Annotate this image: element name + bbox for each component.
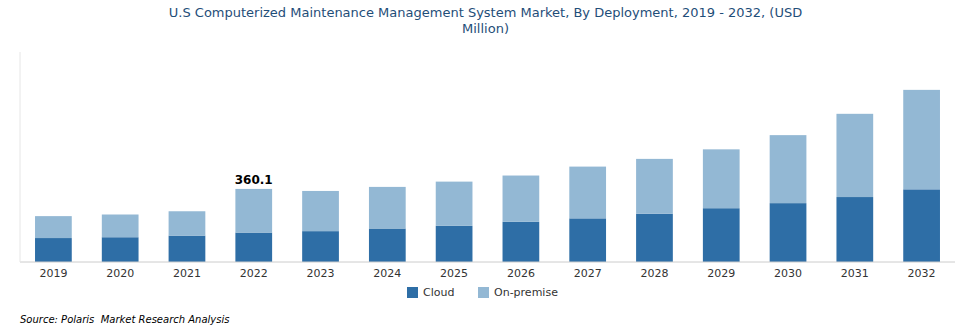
legend-entry: Cloud <box>423 286 454 299</box>
x-tick-label: 2024 <box>373 267 401 280</box>
bar-segment <box>436 182 473 226</box>
bar-segment <box>369 229 406 262</box>
x-tick-label: 2021 <box>173 267 201 280</box>
bar-segment <box>35 238 72 262</box>
legend: Cloud On-premise <box>407 286 558 299</box>
bar-segment <box>35 216 72 238</box>
bar-segment <box>903 90 940 189</box>
x-tick-label: 2031 <box>841 267 869 280</box>
bar-segment <box>169 211 206 235</box>
title: U.S Computerized Maintenance Management … <box>169 5 802 36</box>
x-tick-label: 2028 <box>640 267 668 280</box>
bar-segment <box>703 149 740 208</box>
annotation: 360.1 <box>235 173 273 187</box>
bar-segment <box>369 187 406 229</box>
x-tick-label: 2032 <box>908 267 936 280</box>
bar-segment <box>903 189 940 262</box>
bar-segment <box>636 159 673 214</box>
source: Source: Polaris Market Research Analysis <box>20 314 229 325</box>
legend-swatch <box>478 287 489 298</box>
bars <box>35 90 940 262</box>
bar-segment <box>102 237 139 262</box>
bar-segment <box>569 167 606 219</box>
bar-segment <box>235 189 272 233</box>
x-tick-label: 2030 <box>774 267 802 280</box>
x-tick-label: 2029 <box>707 267 735 280</box>
bar-segment <box>169 236 206 262</box>
bar-segment <box>102 215 139 238</box>
bar-segment <box>703 208 740 262</box>
bar-segment <box>569 218 606 262</box>
x-tick-label: 2023 <box>307 267 335 280</box>
x-axis <box>20 262 955 263</box>
bar-segment <box>836 114 873 197</box>
bar-segment <box>503 176 540 222</box>
bar-segment <box>503 222 540 262</box>
bar-segment <box>770 203 807 262</box>
x-tick-label: 2025 <box>440 267 468 280</box>
bar-segment <box>235 233 272 262</box>
x-tick-label: 2027 <box>574 267 602 280</box>
bar-segment <box>636 214 673 262</box>
bar-segment <box>302 191 339 231</box>
bar-segment <box>436 226 473 262</box>
y-axis-range <box>20 52 21 262</box>
chart: U.S Computerized Maintenance Management … <box>0 0 971 332</box>
x-tick-label: 2019 <box>39 267 67 280</box>
x-tick-label: 2020 <box>106 267 134 280</box>
x-tick-label: 2022 <box>240 267 268 280</box>
legend-swatch <box>407 287 418 298</box>
bar-segment <box>836 197 873 262</box>
x-tick-label: 2026 <box>507 267 535 280</box>
legend-entry: On-premise <box>494 286 558 299</box>
bar-segment <box>302 231 339 262</box>
bar-segment <box>770 135 807 203</box>
